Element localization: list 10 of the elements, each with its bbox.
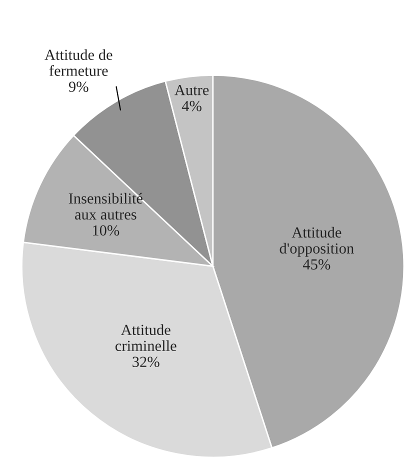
slice-label: Attitude de fermeture <box>44 49 112 76</box>
data-label: 45% <box>302 259 330 270</box>
data-label: 9% <box>68 82 88 92</box>
slice-label: Insensibilité aux autres <box>68 192 142 220</box>
data-label: 10% <box>93 225 120 236</box>
slice-label: Attitude d'opposition <box>280 226 354 257</box>
slice-label: Attitude criminelle <box>116 324 176 352</box>
data-label: 32% <box>132 356 160 368</box>
slice-label: Autre <box>174 84 209 96</box>
data-label: 4% <box>182 100 202 112</box>
